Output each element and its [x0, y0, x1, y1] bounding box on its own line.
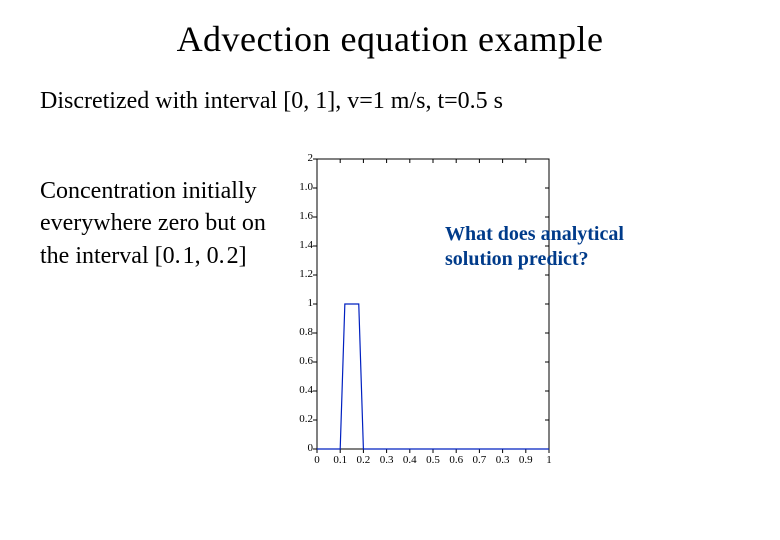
xtick-label: 0.3	[375, 454, 399, 466]
left-description: Concentration initially everywhere zero …	[40, 151, 275, 272]
chart-container: 00.20.40.60.811.21.41.61.0200.10.20.30.4…	[275, 151, 555, 471]
xtick-label: 0.6	[444, 454, 468, 466]
ytick-label: 1.0	[281, 181, 313, 193]
xtick-label: 0.1	[328, 454, 352, 466]
ytick-label: 0.6	[281, 355, 313, 367]
ytick-label: 0.4	[281, 384, 313, 396]
ytick-label: 0.8	[281, 326, 313, 338]
body-row: Concentration initially everywhere zero …	[0, 151, 780, 471]
xtick-label: 0.5	[421, 454, 445, 466]
xtick-label: 0.3	[491, 454, 515, 466]
ytick-label: 1.2	[281, 268, 313, 280]
annotation-text: What does analytical solution predict?	[445, 222, 665, 272]
xtick-label: 0.7	[467, 454, 491, 466]
page-subtitle: Discretized with interval [0, 1], v=1 m/…	[0, 88, 780, 151]
xtick-label: 0.2	[351, 454, 375, 466]
ytick-label: 1	[281, 297, 313, 309]
xtick-label: 0.4	[398, 454, 422, 466]
ytick-label: 0.2	[281, 413, 313, 425]
ytick-label: 1.4	[281, 239, 313, 251]
xtick-label: 0	[305, 454, 329, 466]
ytick-label: 1.6	[281, 210, 313, 222]
line-chart	[275, 151, 555, 471]
xtick-label: 0.9	[514, 454, 538, 466]
page-title: Advection equation example	[0, 0, 780, 88]
xtick-label: 1	[537, 454, 561, 466]
ytick-label: 0	[281, 442, 313, 454]
ytick-label: 2	[281, 152, 313, 164]
